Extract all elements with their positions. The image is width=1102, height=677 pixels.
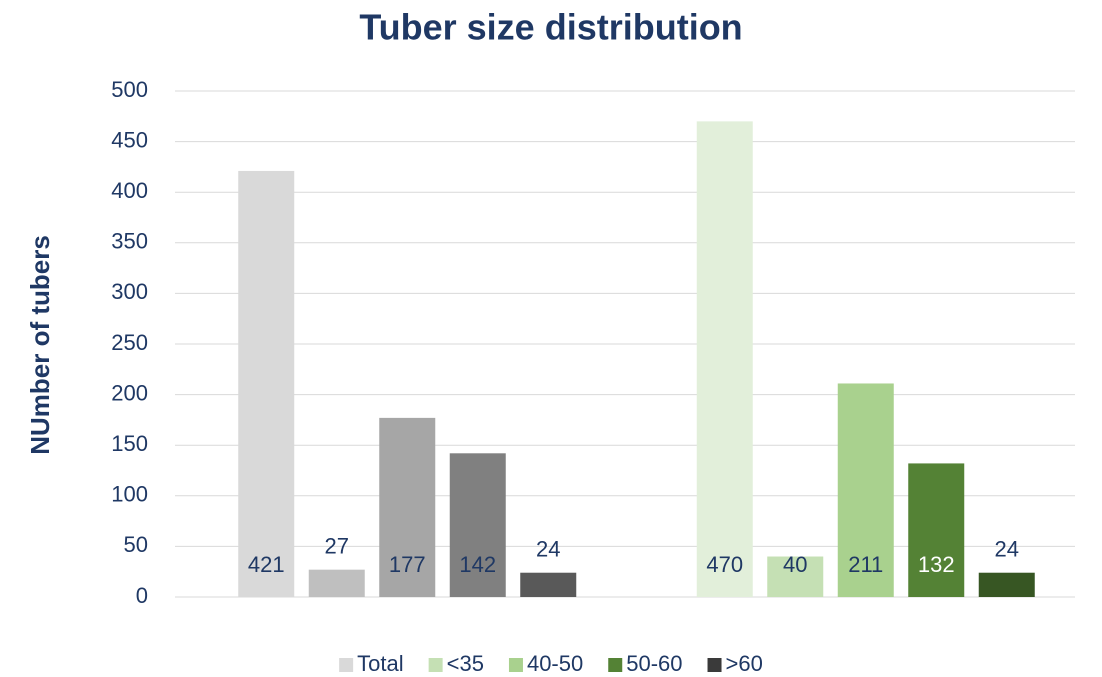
y-tick-label: 100 <box>111 482 148 507</box>
y-tick-label: 0 <box>136 583 148 608</box>
bar <box>696 121 753 598</box>
bar <box>908 463 965 597</box>
legend-label: <35 <box>447 651 484 676</box>
bar <box>767 556 824 597</box>
data-label: 177 <box>389 552 426 577</box>
data-label: 24 <box>995 537 1019 562</box>
bar <box>520 572 577 597</box>
bar <box>238 170 295 597</box>
y-tick-label: 300 <box>111 279 148 304</box>
data-label: 211 <box>848 552 883 577</box>
legend-swatch <box>608 658 623 672</box>
data-label: 24 <box>536 537 560 562</box>
y-tick-label: 400 <box>111 178 148 203</box>
data-label: 132 <box>918 552 955 577</box>
data-label: 421 <box>248 552 285 577</box>
y-tick-label: 200 <box>111 380 148 405</box>
y-tick-label: 350 <box>111 229 148 254</box>
data-label: 470 <box>706 552 743 577</box>
legend-label: 50-60 <box>626 651 682 676</box>
bar <box>308 569 365 597</box>
bar <box>449 453 506 597</box>
legend-swatch <box>339 658 354 672</box>
data-label: 27 <box>325 533 349 558</box>
y-tick-label: 250 <box>111 330 148 355</box>
legend-swatch <box>707 658 722 672</box>
chart-title: Tuber size distribution <box>359 7 742 48</box>
legend-swatch <box>428 658 443 672</box>
legend-label: Total <box>357 651 403 676</box>
y-axis-label: NUmber of tubers <box>25 235 55 455</box>
legend-swatch <box>508 658 523 672</box>
y-tick-label: 500 <box>111 77 148 102</box>
data-label: 142 <box>459 552 496 577</box>
legend-label: 40-50 <box>527 651 583 676</box>
data-label: 40 <box>783 552 807 577</box>
legend-label: >60 <box>726 651 763 676</box>
bar <box>978 572 1035 597</box>
y-tick-label: 150 <box>111 431 148 456</box>
y-tick-label: 50 <box>124 532 148 557</box>
y-tick-label: 450 <box>111 127 148 152</box>
bar <box>379 417 436 597</box>
bar <box>837 383 894 597</box>
